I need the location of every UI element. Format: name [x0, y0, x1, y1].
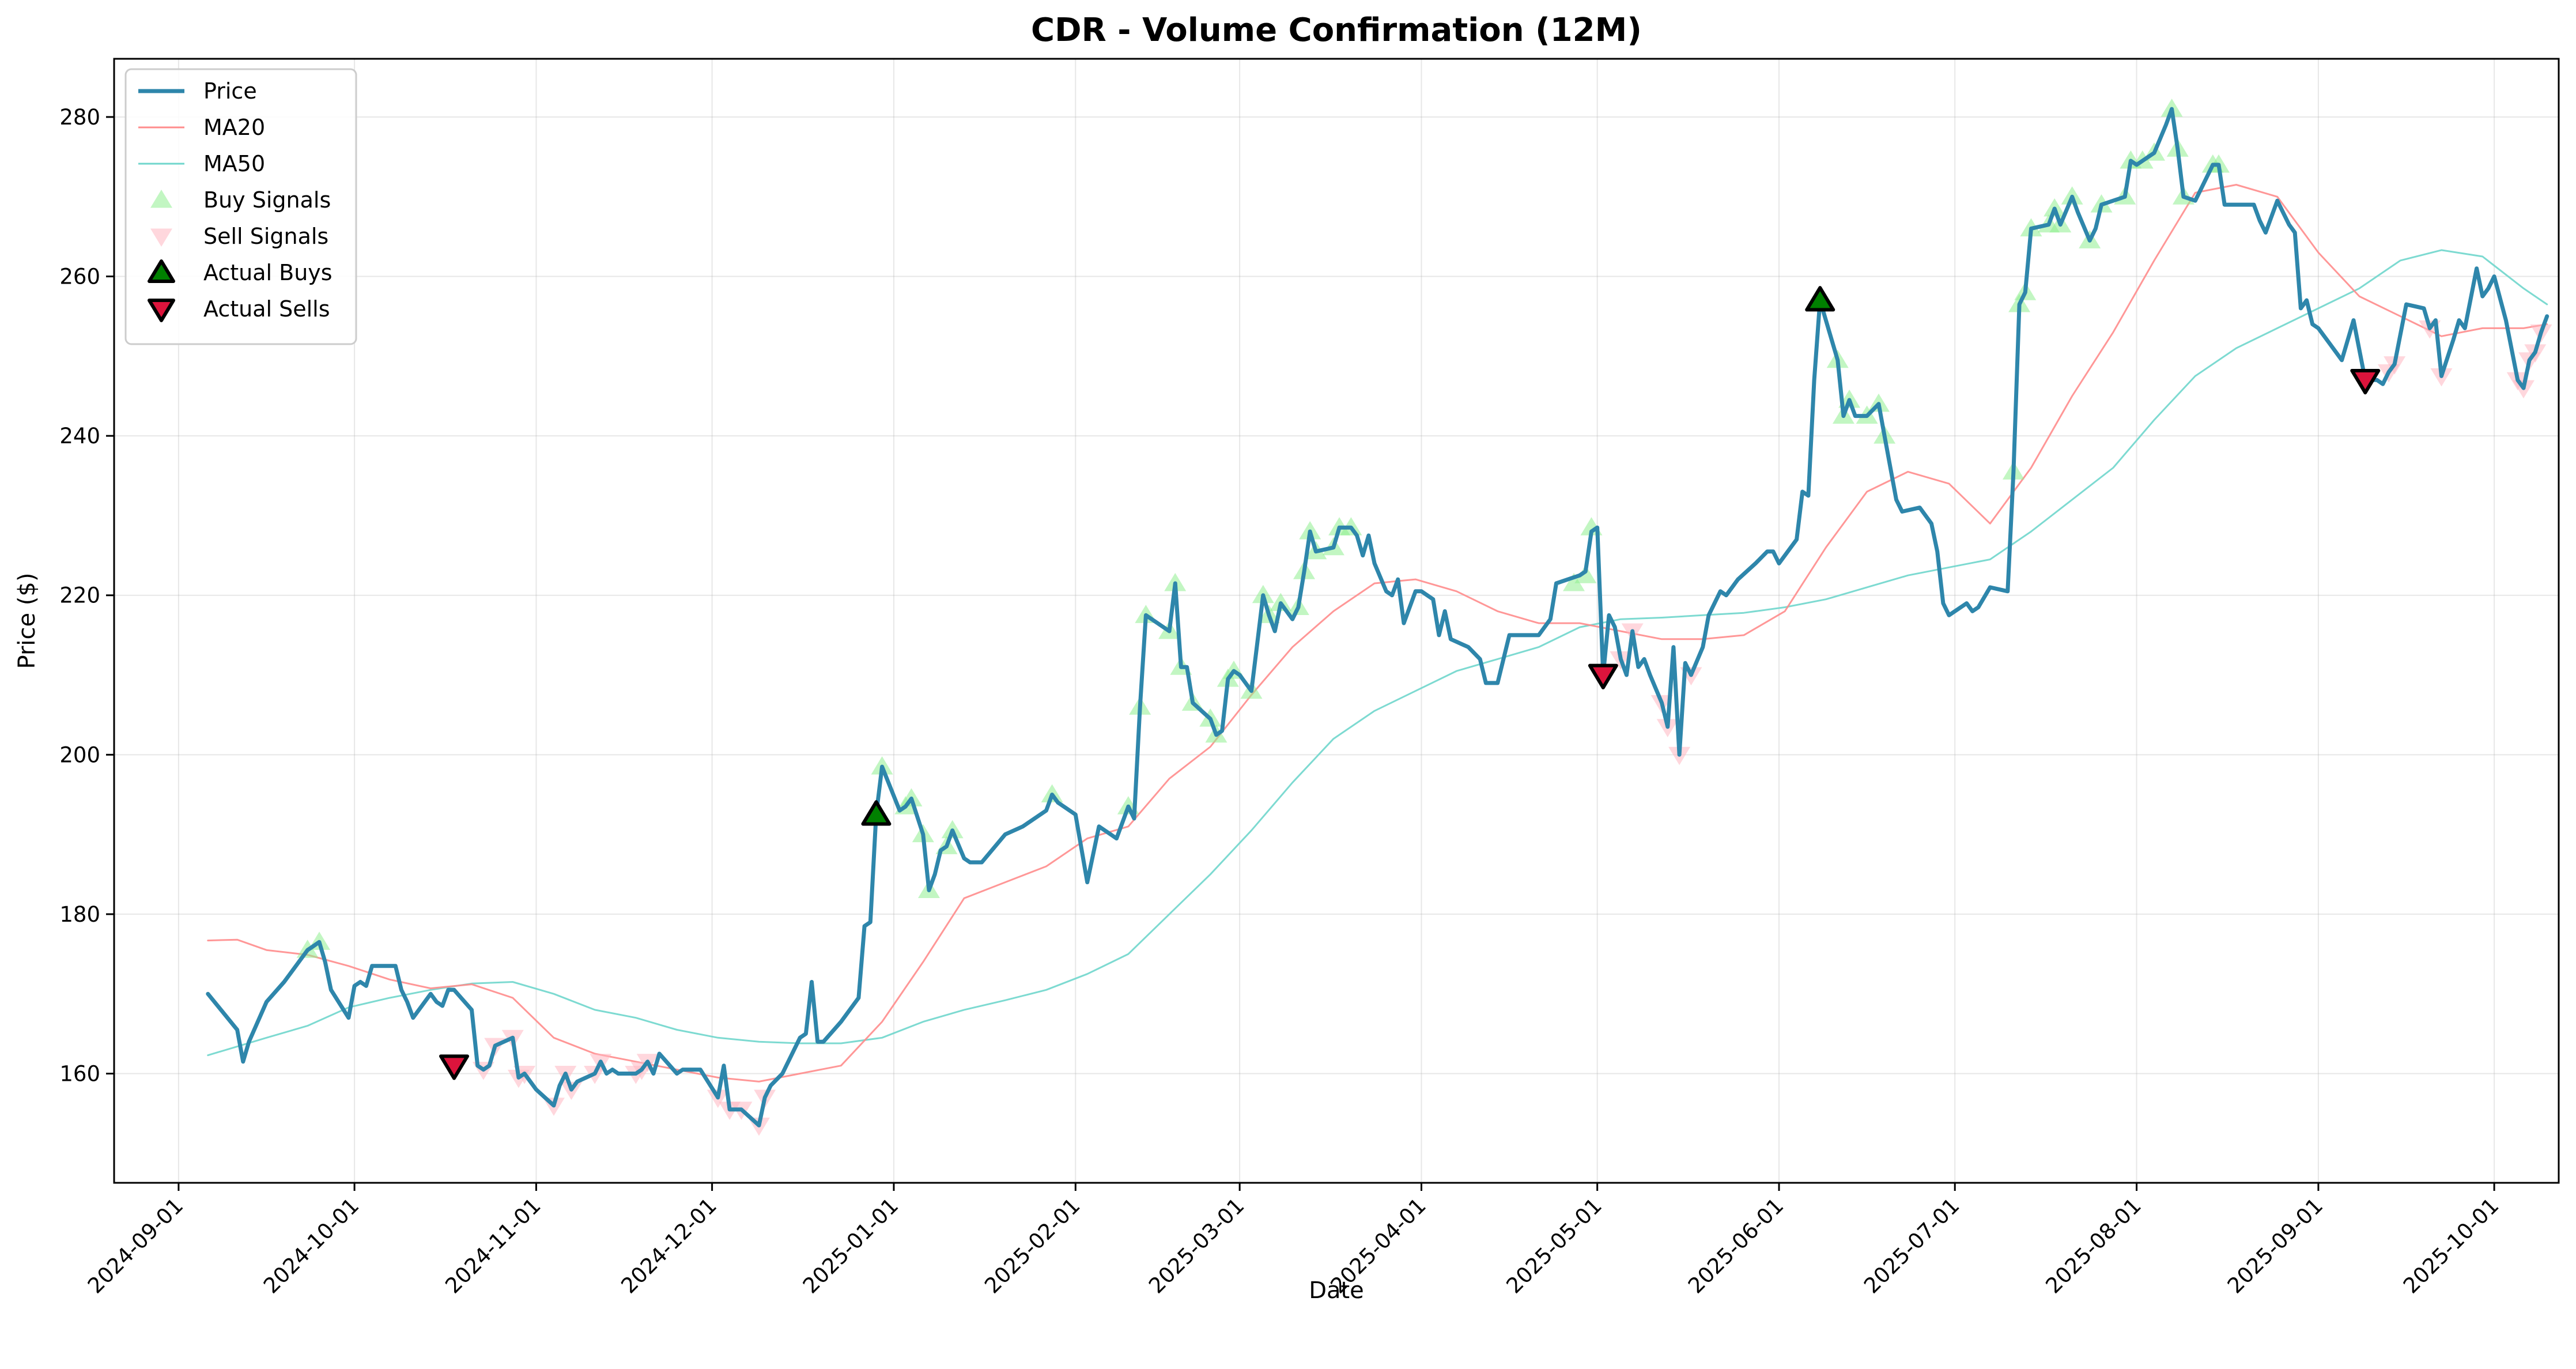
y-tick-label: 240	[59, 424, 100, 448]
y-tick-label: 200	[59, 742, 100, 767]
actual-sell-marker	[439, 1054, 470, 1080]
legend-swatch-sell_signal	[150, 228, 172, 247]
legend-swatch-actual_buy	[148, 259, 175, 283]
actual-buy-marker	[1805, 286, 1835, 312]
legend: Price MA20 MA50 Buy Signals Sell Signals Actu…	[124, 68, 357, 345]
legend-swatch-actual_sell	[148, 299, 175, 322]
actual-sell-marker	[1588, 663, 1618, 689]
y-tick-label: 160	[59, 1062, 100, 1087]
y-tick-label: 260	[59, 265, 100, 289]
legend-label-actual_sell: Actual Sells	[203, 296, 330, 322]
buy-signal-marker	[1574, 565, 1597, 583]
price-line	[206, 107, 2549, 1127]
x-axis-label: Date	[1309, 1277, 1364, 1304]
actual-sell-marker	[2350, 368, 2381, 395]
legend-label-price: Price	[203, 78, 257, 104]
plot-frame	[113, 58, 2560, 1184]
legend-label-actual_buy: Actual Buys	[203, 260, 333, 285]
y-tick-label: 180	[59, 902, 100, 927]
y-tick-label: 280	[59, 105, 100, 130]
price-layer	[206, 107, 2549, 1127]
legend-label-sell_signal: Sell Signals	[203, 224, 328, 249]
legend-label-ma20: MA20	[203, 115, 265, 140]
legend-label-buy_signal: Buy Signals	[203, 187, 331, 213]
actual-trades-layer	[439, 286, 2381, 1080]
legend-label-ma50: MA50	[203, 151, 265, 176]
ma50-layer	[207, 249, 2548, 1057]
y-tick-label: 220	[59, 583, 100, 608]
buy-signal-marker	[1562, 572, 1585, 591]
ma20-layer	[207, 184, 2548, 1083]
grid-lines	[114, 59, 2559, 1183]
actual-buy-marker	[861, 800, 892, 826]
legend-swatch-buy_signal	[150, 189, 172, 208]
ma20-line	[207, 184, 2548, 1083]
legend-box	[124, 68, 357, 345]
y-axis: 160 180 200 220 240 260 280	[59, 105, 114, 1087]
chart-title: CDR - Volume Confirmation (12M)	[1031, 12, 1642, 49]
y-axis-label: Price ($)	[14, 573, 40, 669]
ma50-line	[207, 249, 2548, 1057]
